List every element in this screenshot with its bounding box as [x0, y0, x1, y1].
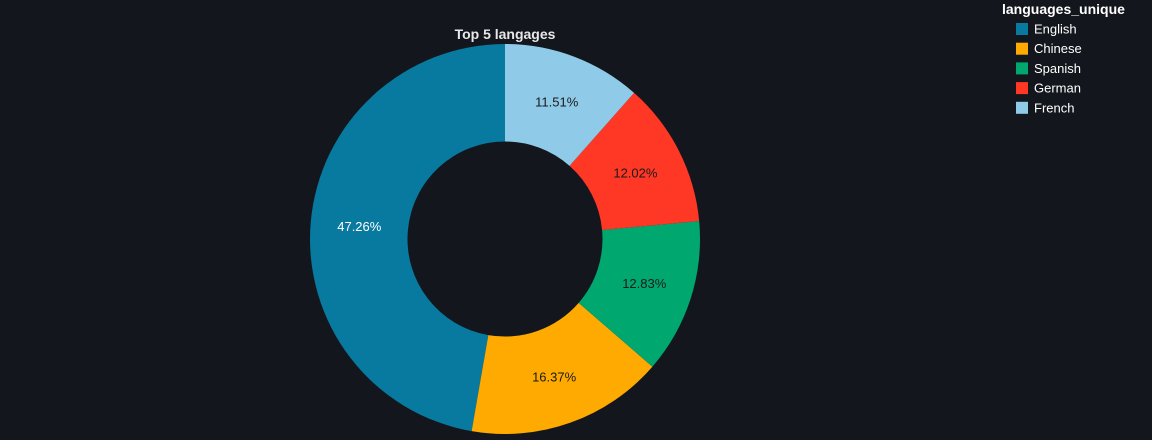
legend-label-german: German — [1034, 81, 1081, 96]
legend: languages_unique English Chinese Spanish Ge… — [1002, 1, 1125, 115]
slice-label-english: 47.26% — [337, 219, 382, 234]
legend-item-french[interactable]: French — [1016, 100, 1074, 115]
legend-item-spanish[interactable]: Spanish — [1016, 61, 1081, 76]
slice-chinese[interactable] — [471, 302, 653, 434]
legend-label-spanish: Spanish — [1034, 61, 1081, 76]
slice-french[interactable] — [505, 44, 635, 166]
slice-label-spanish: 12.83% — [622, 276, 667, 291]
legend-swatch-spanish — [1016, 62, 1028, 75]
legend-swatch-english — [1016, 23, 1028, 35]
slice-label-french: 11.51% — [535, 95, 579, 110]
slice-spanish[interactable] — [578, 221, 700, 367]
legend-label-french: French — [1034, 100, 1074, 115]
slice-label-german: 12.02% — [613, 165, 658, 180]
legend-label-english: English — [1034, 22, 1077, 37]
legend-label-chinese: Chinese — [1034, 41, 1082, 56]
legend-item-german[interactable]: German — [1016, 81, 1081, 96]
donut-slice-labels: 47.26% 16.37% 12.83% 12.02% 11.51% — [337, 95, 666, 385]
legend-item-chinese[interactable]: Chinese — [1016, 41, 1082, 56]
legend-item-english[interactable]: English — [1016, 22, 1077, 37]
legend-swatch-german — [1016, 82, 1028, 95]
legend-swatch-chinese — [1016, 42, 1028, 55]
legend-title: languages_unique — [1002, 1, 1125, 17]
slice-english[interactable] — [309, 44, 505, 432]
chart-title: Top 5 langages — [455, 26, 556, 42]
donut-slices — [309, 44, 700, 434]
slice-label-chinese: 16.37% — [532, 369, 577, 384]
legend-swatch-french — [1016, 101, 1028, 114]
slice-german[interactable] — [569, 92, 700, 231]
legend-items: English Chinese Spanish German French — [1016, 22, 1082, 115]
